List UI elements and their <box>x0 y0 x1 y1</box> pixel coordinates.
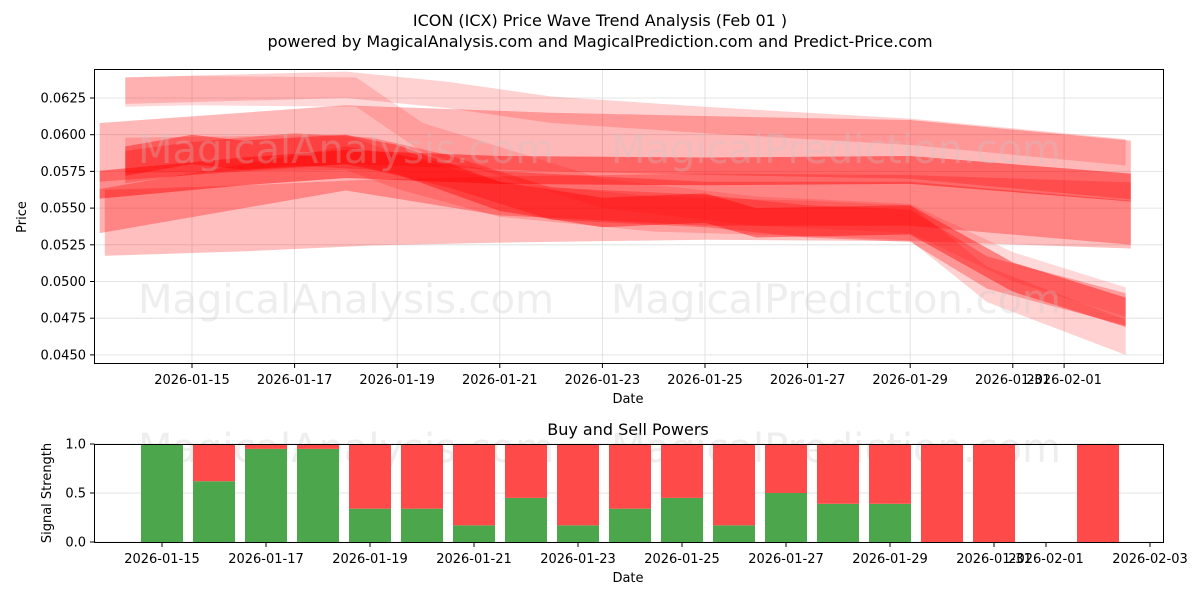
x-tick-label: 2026-01-25 <box>667 373 743 388</box>
sell-bar <box>1077 444 1119 542</box>
buy-bar <box>401 509 443 542</box>
y-tick-label: 1.0 <box>65 438 86 453</box>
sell-bar <box>661 444 703 498</box>
signal-y-label: Signal Strength <box>40 443 55 543</box>
y-tick-label: 0.0 <box>65 536 86 551</box>
chart-subtitle: powered by MagicalAnalysis.com and Magic… <box>267 32 932 51</box>
buy-bar <box>713 525 755 542</box>
sell-bar <box>973 444 1015 542</box>
buy-bar <box>557 525 599 542</box>
buy-bar <box>505 498 547 542</box>
x-tick-label: 2026-01-21 <box>436 552 512 567</box>
x-tick-label: 2026-02-01 <box>1008 552 1084 567</box>
x-tick-label: 2026-01-27 <box>770 373 846 388</box>
x-tick-label: 2026-01-23 <box>540 552 616 567</box>
x-tick-label: 2026-01-15 <box>154 373 230 388</box>
price-x-label: Date <box>612 392 643 407</box>
chart-title: ICON (ICX) Price Wave Trend Analysis (Fe… <box>413 11 787 30</box>
price-y-axis: 0.0450 0.0475 0.0500 0.0525 0.0550 0.0575 0.06… <box>41 92 95 364</box>
x-tick-label: 2026-01-15 <box>124 552 200 567</box>
x-tick-label: 2026-01-21 <box>462 373 538 388</box>
signal-x-label: Date <box>612 571 643 586</box>
buy-bar <box>609 509 651 542</box>
buy-bar <box>453 525 495 542</box>
buy-bar <box>765 493 807 542</box>
x-tick-label: 2026-01-27 <box>748 552 824 567</box>
sell-bar <box>869 444 911 504</box>
x-tick-label: 2026-01-23 <box>565 373 641 388</box>
y-tick-label: 0.5 <box>65 487 86 502</box>
y-tick-label: 0.0500 <box>41 275 87 290</box>
buy-bar <box>141 444 183 542</box>
x-tick-label: 2026-01-29 <box>872 373 948 388</box>
price-x-axis: 2026-01-15 2026-01-17 2026-01-19 2026-01-21… <box>154 364 1102 389</box>
buy-bar <box>349 509 391 542</box>
x-tick-label: 2026-01-17 <box>228 552 304 567</box>
x-tick-label: 2026-02-03 <box>1112 552 1188 567</box>
sell-bar <box>713 444 755 525</box>
buy-bar <box>193 481 235 542</box>
buy-bar <box>869 504 911 542</box>
sell-bar <box>453 444 495 525</box>
y-tick-label: 0.0600 <box>41 128 87 143</box>
x-tick-label: 2026-02-01 <box>1026 373 1102 388</box>
sell-bar <box>817 444 859 504</box>
x-tick-label: 2026-01-29 <box>852 552 928 567</box>
signal-x-axis: 2026-01-15 2026-01-17 2026-01-19 2026-01-21… <box>124 543 1188 568</box>
sell-bar <box>557 444 599 525</box>
price-wave-chart: MagicalAnalysis.com MagicalPrediction.co… <box>15 70 1164 408</box>
y-tick-label: 0.0575 <box>41 165 87 180</box>
sell-bar <box>921 444 963 542</box>
buy-bar <box>245 449 287 542</box>
figure: ICON (ICX) Price Wave Trend Analysis (Fe… <box>0 0 1200 600</box>
y-tick-label: 0.0525 <box>41 238 87 253</box>
watermark-prediction-top: MagicalPrediction.com <box>611 127 1061 173</box>
watermark-analysis-mid: MagicalAnalysis.com <box>138 277 554 323</box>
sell-bar <box>609 444 651 509</box>
y-tick-label: 0.0625 <box>41 92 87 107</box>
sell-bar <box>193 444 235 481</box>
buy-bar <box>661 498 703 542</box>
x-tick-label: 2026-01-25 <box>644 552 720 567</box>
y-tick-label: 0.0475 <box>41 312 87 327</box>
x-tick-label: 2026-01-17 <box>257 373 333 388</box>
buy-sell-chart: Buy and Sell Powers MagicalAnalysis.com … <box>40 420 1188 586</box>
y-tick-label: 0.0550 <box>41 202 87 217</box>
sell-bar <box>401 444 443 509</box>
buy-bar <box>817 504 859 542</box>
sell-bar <box>505 444 547 498</box>
watermark-prediction-mid: MagicalPrediction.com <box>611 277 1061 323</box>
sell-bar <box>349 444 391 509</box>
buy-bar <box>297 449 339 542</box>
x-tick-label: 2026-01-19 <box>332 552 408 567</box>
watermark-analysis-top: MagicalAnalysis.com <box>138 127 554 173</box>
signal-y-axis: 0.0 0.5 1.0 <box>65 438 94 551</box>
x-tick-label: 2026-01-19 <box>359 373 435 388</box>
price-y-label: Price <box>15 201 30 233</box>
sell-bar <box>765 444 807 493</box>
y-tick-label: 0.0450 <box>41 348 87 363</box>
